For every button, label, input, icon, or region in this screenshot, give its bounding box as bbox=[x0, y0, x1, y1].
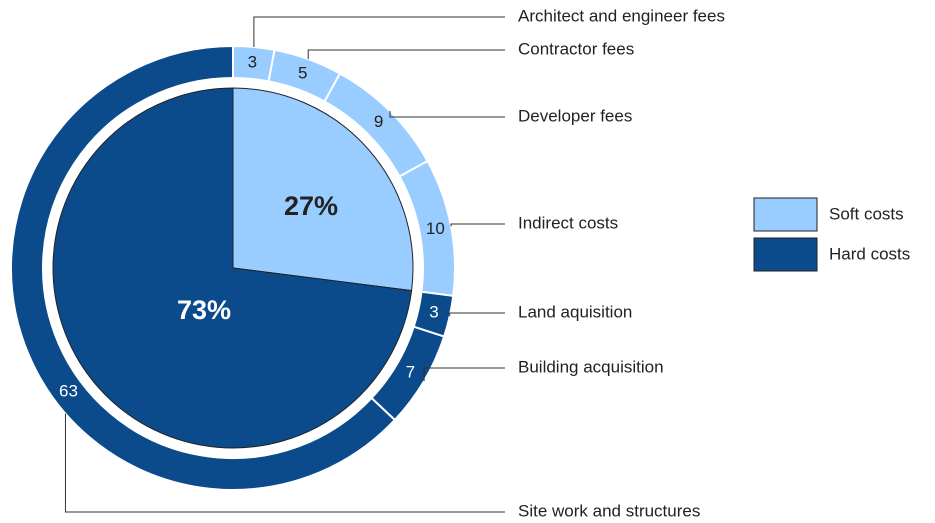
slice-label: 73% bbox=[177, 295, 231, 325]
leader-line bbox=[307, 49, 505, 60]
legend-swatch bbox=[753, 197, 818, 232]
ring-value: 3 bbox=[429, 302, 438, 321]
category-label: Land aquisition bbox=[518, 302, 632, 321]
category-label: Architect and engineer fees bbox=[518, 6, 725, 25]
leader-line bbox=[423, 367, 505, 382]
legend-label: Soft costs bbox=[829, 204, 904, 223]
ring-value: 63 bbox=[59, 381, 78, 400]
leader-line bbox=[450, 223, 505, 227]
legend-swatch bbox=[753, 237, 818, 272]
ring-value: 3 bbox=[248, 52, 257, 71]
leader-line bbox=[253, 16, 505, 47]
category-label: Developer fees bbox=[518, 106, 632, 125]
pie-slice bbox=[232, 87, 414, 292]
ring-value: 9 bbox=[374, 112, 383, 131]
category-label: Site work and structures bbox=[518, 501, 700, 520]
leader-line bbox=[64, 413, 505, 513]
ring-value: 5 bbox=[298, 64, 307, 83]
slice-label: 27% bbox=[284, 191, 338, 221]
ring-value: 10 bbox=[426, 219, 445, 238]
ring-value: 7 bbox=[406, 362, 415, 381]
ring-slice bbox=[10, 44, 397, 491]
pie-slice bbox=[52, 87, 413, 449]
category-label: Contractor fees bbox=[518, 39, 634, 58]
category-label: Building acquisition bbox=[518, 357, 664, 376]
leader-line bbox=[449, 312, 505, 317]
leader-line bbox=[389, 111, 505, 118]
category-label: Indirect costs bbox=[518, 213, 618, 232]
legend-label: Hard costs bbox=[829, 244, 910, 263]
